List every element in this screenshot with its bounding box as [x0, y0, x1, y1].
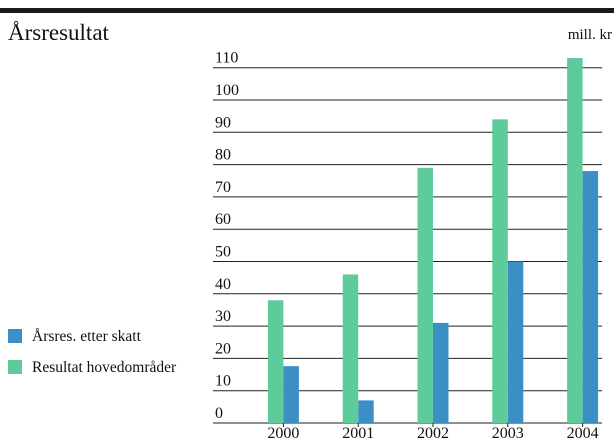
bar: [507, 261, 524, 423]
x-tick-label: 2003: [492, 425, 524, 439]
y-tick-label: 10: [215, 373, 231, 390]
legend-swatch: [8, 329, 22, 343]
y-tick-label: 70: [215, 179, 231, 196]
y-tick-label: 50: [215, 244, 231, 261]
y-tick-label: 90: [215, 114, 231, 131]
bar: [283, 366, 299, 423]
bar: [417, 167, 433, 423]
x-tick-label: 2000: [267, 425, 299, 439]
y-tick-label: 60: [215, 211, 231, 228]
y-tick-label: 110: [215, 50, 238, 67]
y-tick-label: 0: [215, 405, 223, 422]
y-tick-label: 80: [215, 147, 231, 164]
x-tick-label: 2004: [567, 425, 599, 439]
bar: [492, 119, 508, 423]
unit-label: mill. kr: [568, 27, 612, 43]
x-tick-label: 2001: [342, 425, 374, 439]
bar: [342, 274, 359, 423]
legend-swatch: [8, 360, 22, 374]
bar: [267, 300, 284, 423]
top-rule: [0, 8, 614, 13]
legend-label: Resultat hovedområder: [32, 359, 177, 376]
y-tick-label: 40: [215, 276, 231, 293]
x-tick-label: 2002: [417, 425, 449, 439]
y-tick-label: 100: [215, 82, 239, 99]
bar: [582, 171, 599, 423]
chart-title: Årsresultat: [8, 20, 110, 45]
bar: [567, 58, 583, 423]
legend-label: Årsres. etter skatt: [32, 328, 142, 345]
bar: [433, 322, 449, 423]
bar: [358, 400, 374, 423]
y-tick-label: 30: [215, 308, 231, 325]
y-tick-label: 20: [215, 340, 231, 357]
